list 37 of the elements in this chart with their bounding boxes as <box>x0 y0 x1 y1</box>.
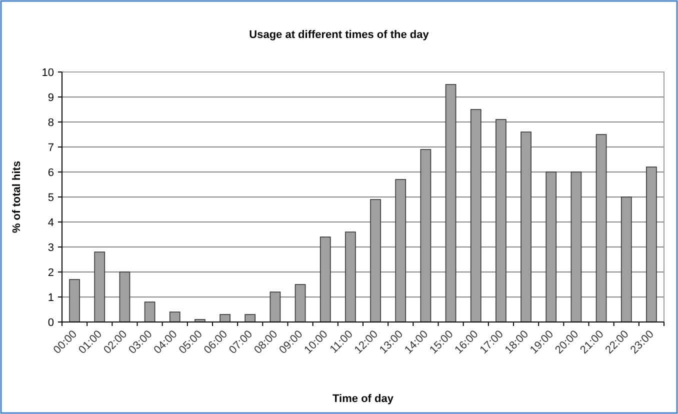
y-tick-label: 7 <box>48 142 54 154</box>
bar <box>546 172 557 322</box>
y-tick-label: 8 <box>48 116 54 129</box>
y-tick-label: 5 <box>48 192 54 204</box>
bar <box>169 312 180 322</box>
y-tick-label: 10 <box>42 66 54 79</box>
bar <box>620 196 632 322</box>
bar <box>244 314 256 322</box>
bar <box>370 199 381 322</box>
bar <box>345 232 356 322</box>
bar <box>144 302 156 322</box>
bar <box>420 149 432 322</box>
y-tick-label: 0 <box>48 316 54 329</box>
y-axis-title: % of total hits <box>11 160 23 234</box>
y-tick-label: 1 <box>48 292 54 304</box>
bar <box>470 109 482 322</box>
bar <box>445 84 456 322</box>
y-tick-label: 4 <box>48 216 54 229</box>
bar <box>320 236 331 322</box>
bar <box>395 179 406 322</box>
x-axis-title: Time of day <box>332 393 394 405</box>
y-tick-label: 6 <box>48 166 54 179</box>
y-tick-label: 3 <box>48 242 54 254</box>
bar <box>220 314 230 322</box>
bar <box>596 134 607 322</box>
bar <box>119 272 130 322</box>
bar <box>496 119 506 322</box>
bar <box>69 279 80 322</box>
y-tick-label: 2 <box>48 266 54 279</box>
bar <box>646 166 657 322</box>
bar <box>570 172 582 322</box>
chart-title: Usage at different times of the day <box>249 29 430 41</box>
bar <box>520 132 532 322</box>
bar <box>94 252 106 322</box>
y-tick-label: 9 <box>48 92 54 104</box>
bar <box>270 292 281 322</box>
bar <box>294 284 306 322</box>
